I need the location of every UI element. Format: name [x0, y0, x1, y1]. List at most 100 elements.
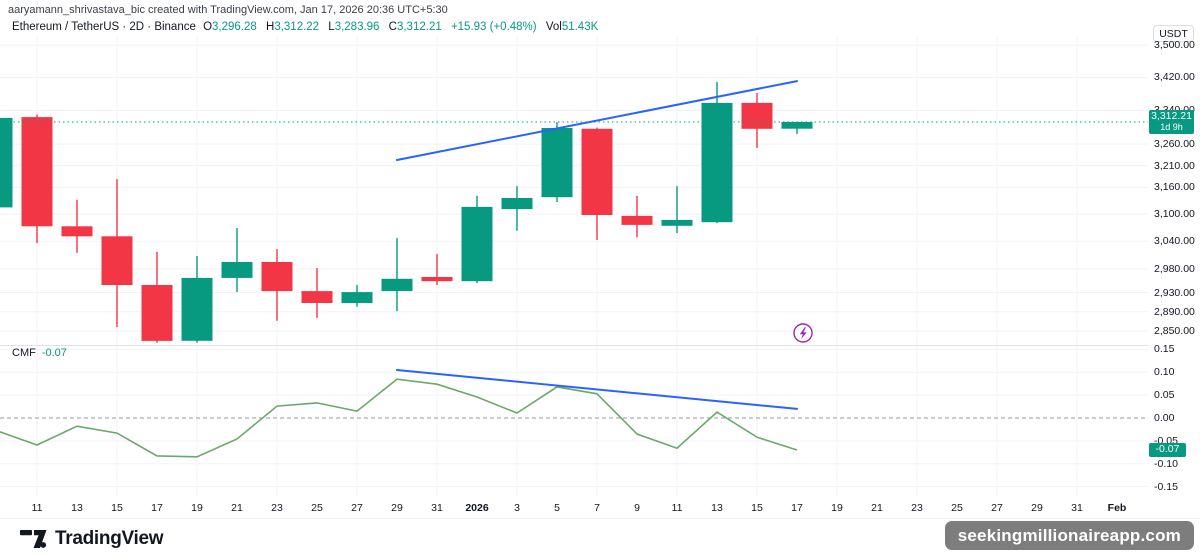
time-axis-label: 17	[151, 502, 163, 514]
price-axis-label: 3,260.00	[1154, 138, 1195, 150]
indicator-name[interactable]: CMF	[12, 347, 36, 359]
time-axis-label: 27	[351, 502, 363, 514]
cmf-axis-label: 0.10	[1154, 366, 1175, 378]
time-axis-label: 25	[951, 502, 963, 514]
candle	[261, 249, 293, 321]
candle	[581, 127, 613, 240]
time-axis-label: 23	[271, 502, 283, 514]
price-axis-label: 2,930.00	[1154, 287, 1195, 299]
candle	[541, 122, 573, 202]
bar-countdown: 1d 9h	[1160, 121, 1183, 132]
last-price-value: 3,312.21	[1151, 110, 1192, 123]
time-axis-label: 27	[991, 502, 1003, 514]
time-axis-label: 15	[751, 502, 763, 514]
time-axis-label: 31	[1071, 502, 1083, 514]
high-value: 3,312.22	[274, 21, 320, 33]
low-label: L	[328, 21, 335, 33]
price-axis[interactable]: USDT 3,500.003,420.003,340.003,260.003,2…	[1148, 0, 1200, 518]
open-value: 3,296.28	[212, 21, 257, 33]
indicator-value: -0.07	[41, 347, 67, 359]
last-price-badge: 3,312.21 1d 9h	[1149, 110, 1194, 134]
close-value: 3,312.21	[396, 21, 442, 33]
time-axis-label: 25	[311, 502, 323, 514]
time-axis-label: 5	[554, 502, 560, 514]
footer-bar: TradingView seekingmillionaireapp.com	[0, 518, 1200, 557]
time-axis-label: 3	[514, 502, 520, 514]
time-axis-label: 19	[191, 502, 203, 514]
price-axis-label: 3,500.00	[1154, 39, 1195, 51]
time-axis-label: 31	[431, 502, 443, 514]
price-trendline[interactable]	[396, 80, 798, 161]
pane-separator[interactable]	[0, 345, 1200, 346]
price-axis-label: 2,850.00	[1154, 325, 1195, 337]
candle	[21, 114, 53, 244]
price-axis-label: 2,890.00	[1154, 306, 1195, 318]
high-label: H	[266, 21, 275, 33]
time-axis-label: 19	[831, 502, 843, 514]
time-axis-label: 11	[31, 502, 43, 514]
candle	[221, 228, 253, 293]
time-axis-label: 21	[871, 502, 883, 514]
time-axis-label: 7	[594, 502, 600, 514]
time-axis-label: 9	[634, 502, 640, 514]
candle	[781, 122, 813, 134]
watermark-badge: seekingmillionaireapp.com	[944, 521, 1194, 550]
cmf-axis-label: -0.10	[1154, 458, 1178, 470]
tradingview-logo[interactable]: TradingView	[20, 528, 164, 550]
tradingview-logo-icon	[20, 530, 47, 548]
time-axis-label: Feb	[1107, 502, 1127, 514]
time-axis-label: 21	[231, 502, 243, 514]
price-axis-label: 3,040.00	[1154, 235, 1195, 247]
change-value: +15.93 (+0.48%)	[450, 21, 537, 33]
candle	[181, 256, 213, 343]
symbol-title[interactable]: Ethereum / TetherUS · 2D · Binance	[12, 21, 196, 33]
time-axis[interactable]: 11 13 15 17 19 21 23 25 27 29 31 2026 3 5 7 9 11 13 15 17 19…	[0, 497, 1148, 518]
cmf-value-badge: -0.07	[1149, 443, 1186, 457]
candle	[341, 285, 373, 307]
currency-label[interactable]: USDT	[1153, 25, 1194, 42]
open-label: O	[203, 21, 213, 33]
time-axis-label: 13	[711, 502, 723, 514]
time-axis-label: 17	[791, 502, 803, 514]
price-axis-label: 2,980.00	[1154, 263, 1195, 275]
indicator-legend[interactable]: CMF -0.07	[12, 347, 67, 359]
cmf-badge-value: -0.07	[1155, 443, 1180, 456]
price-axis-label: 3,100.00	[1154, 208, 1195, 220]
candle	[381, 238, 413, 312]
cmf-axis-label: 0.05	[1154, 389, 1175, 401]
candle	[741, 93, 773, 148]
volume-value: 51.43K	[561, 21, 599, 33]
attribution-text: aaryamann_shrivastava_bic created with T…	[8, 4, 448, 16]
cmf-trendline[interactable]	[396, 369, 798, 410]
candle	[461, 195, 493, 284]
cmf-line	[0, 378, 798, 458]
chart-canvas[interactable]	[0, 0, 1148, 518]
close-label: C	[388, 21, 397, 33]
low-value: 3,283.96	[334, 21, 380, 33]
price-axis-label: 3,420.00	[1154, 71, 1195, 83]
volume-label: Vol	[545, 21, 562, 33]
candle	[621, 195, 653, 238]
candle	[101, 179, 133, 328]
time-axis-label: 13	[71, 502, 83, 514]
candle	[61, 199, 93, 253]
candle	[0, 117, 13, 208]
cmf-axis-label: 0.00	[1154, 412, 1175, 424]
time-axis-label: 15	[111, 502, 123, 514]
cmf-axis-label: -0.15	[1154, 481, 1178, 493]
candle	[661, 186, 693, 234]
candle	[701, 81, 733, 224]
symbol-legend[interactable]: Ethereum / TetherUS · 2D · Binance O3,29…	[12, 21, 598, 33]
candle	[301, 268, 333, 318]
time-axis-label: 29	[1031, 502, 1043, 514]
cmf-axis-label: 0.15	[1154, 343, 1175, 355]
tradingview-logo-text: TradingView	[55, 528, 164, 549]
lightning-bolt-icon[interactable]	[793, 323, 813, 343]
time-axis-label: 23	[911, 502, 923, 514]
time-axis-label: 11	[671, 502, 683, 514]
price-axis-label: 3,160.00	[1154, 181, 1195, 193]
price-axis-label: 3,210.00	[1154, 160, 1195, 172]
candle	[501, 186, 533, 231]
candle	[421, 254, 453, 285]
